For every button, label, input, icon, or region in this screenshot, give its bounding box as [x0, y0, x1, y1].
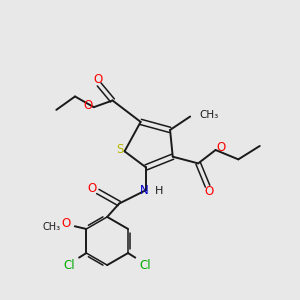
Text: O: O [217, 141, 226, 154]
Text: O: O [93, 73, 102, 85]
Text: CH₃: CH₃ [200, 110, 219, 120]
Text: O: O [204, 185, 214, 198]
Text: Cl: Cl [64, 259, 75, 272]
Text: CH₃: CH₃ [42, 222, 61, 232]
Text: H: H [154, 187, 163, 196]
Text: Cl: Cl [139, 259, 151, 272]
Text: N: N [140, 184, 149, 197]
Text: S: S [116, 143, 123, 157]
Text: O: O [88, 182, 97, 195]
Text: O: O [83, 99, 92, 112]
Text: O: O [61, 217, 70, 230]
